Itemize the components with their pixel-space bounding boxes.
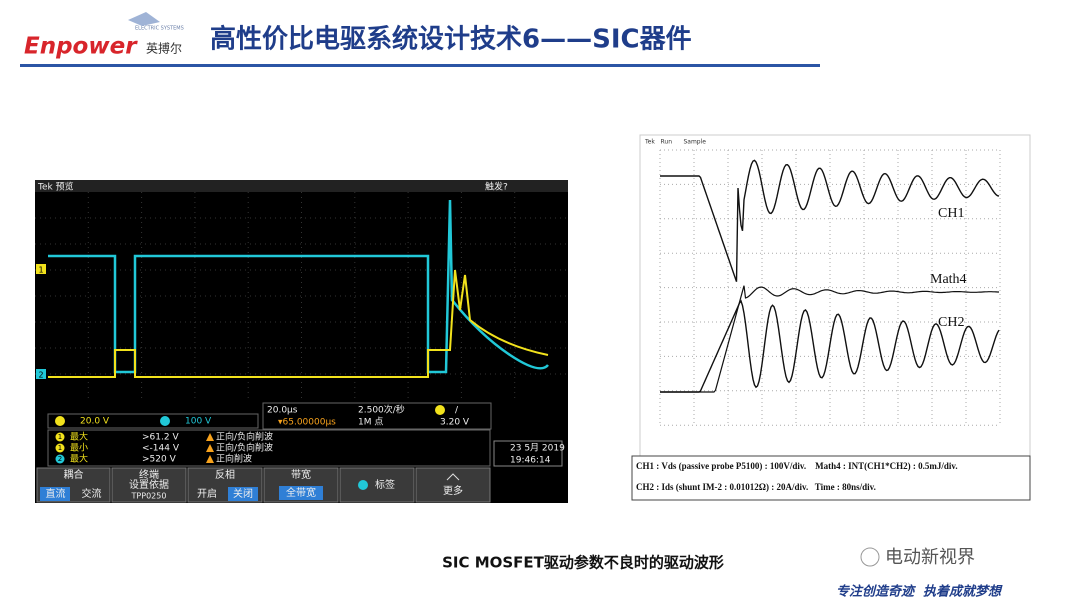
ch1-wave <box>48 269 549 378</box>
watermark-icon <box>860 547 880 567</box>
math4-label: Math4 <box>930 272 967 287</box>
menu-option: 交流 <box>82 487 102 500</box>
logo: Enpower <box>24 34 138 60</box>
menu-selected <box>40 487 70 501</box>
meas-note: 正向/负向削波 <box>216 442 273 454</box>
menu-arrow <box>446 473 460 481</box>
time-box <box>262 402 492 430</box>
ch2-label: CH2 <box>938 315 964 330</box>
trig-dot <box>435 405 445 415</box>
ch1-scale: 20.0 V <box>80 417 110 427</box>
ch2-dot <box>160 416 170 426</box>
menu-title: 带宽 <box>291 468 311 481</box>
ch1-wave <box>660 159 1000 282</box>
date-box <box>493 440 563 467</box>
meas-value: <-144 V <box>142 444 180 454</box>
time: 19:46:14 <box>510 456 551 466</box>
meas-note: 正向削波 <box>216 453 252 465</box>
header-rule <box>20 64 820 67</box>
menu-option: 关闭 <box>233 487 253 500</box>
watermark: 电动新视界 <box>885 547 975 568</box>
math4-wave <box>660 285 999 393</box>
menu-dot <box>358 480 368 490</box>
meas-box <box>47 429 491 467</box>
logo-sub: ELECTRIC SYSTEMS <box>135 26 184 32</box>
scope-status: Tek Run Sample <box>644 139 706 146</box>
menu-title: 标签 <box>375 478 395 491</box>
trigger-slope: / <box>455 406 459 416</box>
ch2-wave <box>48 199 549 374</box>
ch1-marker-bg <box>36 264 46 274</box>
menu-option: 开启 <box>197 487 217 500</box>
warn-icon <box>206 433 214 441</box>
ch2-marker-bg <box>36 369 46 379</box>
title: 高性价比电驱系统设计技术6——SIC器件 <box>210 24 692 55</box>
meas-note: 正向/负向削波 <box>216 431 273 443</box>
record: 1M 点 <box>358 417 383 428</box>
meas-ch: 2 <box>58 455 62 463</box>
ch2-marker: 2 <box>38 371 43 380</box>
scope-bg <box>35 180 568 503</box>
meas-dot <box>55 454 65 464</box>
meas-value: >520 V <box>142 455 177 465</box>
caption: SIC MOSFET驱动参数不良时的驱动波形 <box>442 554 724 572</box>
scope-trigger: 触发? <box>485 181 508 193</box>
scope-topbar <box>35 180 568 192</box>
menu-title: 更多 <box>443 484 463 497</box>
menu-button <box>111 467 187 503</box>
scope-bg <box>639 134 1031 458</box>
date: 23 5月 2019 <box>510 443 565 454</box>
meas-value: >61.2 V <box>142 433 179 443</box>
scope-status: Tek 预览 <box>37 181 74 193</box>
menu-title: 反相 <box>215 468 235 481</box>
delay: ▾65.00000µs <box>278 418 336 428</box>
sample-rate: 2.500次/秒 <box>358 404 405 416</box>
warn-icon <box>206 455 214 463</box>
ch1-label: CH1 <box>938 206 964 221</box>
meas-dot <box>55 432 65 442</box>
menu-selected <box>279 486 323 500</box>
timebase: 20.0µs <box>267 406 298 416</box>
ch-box <box>47 413 259 429</box>
ch2-scale: 100 V <box>185 417 212 427</box>
menu-option: TPP0250 <box>131 492 167 501</box>
menu-selected <box>228 487 258 501</box>
legend-box <box>631 455 1031 501</box>
meas-ch: 1 <box>58 433 62 441</box>
logo-cn: 英搏尔 <box>146 41 182 56</box>
menu-title: 终端 <box>139 468 159 481</box>
meas-dot <box>55 443 65 453</box>
ch1-dot <box>55 416 65 426</box>
trigger-level: 3.20 V <box>440 418 470 428</box>
slogan: 专注创造奇迹 执着成就梦想 <box>836 584 1003 600</box>
right-scope: Tek Run Sample CH1 Math4 CH2 CH1 : Vds (… <box>631 134 1031 501</box>
ch1-marker: 1 <box>38 266 43 275</box>
meas-name: 最小 <box>70 443 88 454</box>
meas-name: 最大 <box>70 431 88 443</box>
menu-button <box>339 467 415 503</box>
logo-icon <box>128 12 160 26</box>
warn-icon <box>206 444 214 452</box>
left-scope: Tek 预览 触发? 1 2 20.0 V 100 V 20.0µs 2.500… <box>35 180 568 503</box>
meas-name: 最大 <box>70 453 88 465</box>
legend-line: CH2 : Ids (shunt IM-2 : 0.01012Ω) : 20A/… <box>636 482 876 492</box>
menu-title: 耦合 <box>64 468 84 481</box>
meas-ch: 1 <box>58 444 62 452</box>
legend-line: CH1 : Vds (passive probe P5100) : 100V/d… <box>636 461 958 471</box>
menu-sub: 设置依据 <box>129 478 169 491</box>
menu-option: 直流 <box>46 487 66 500</box>
menu-option: 全带宽 <box>286 486 316 499</box>
ch2-wave <box>660 299 1000 393</box>
